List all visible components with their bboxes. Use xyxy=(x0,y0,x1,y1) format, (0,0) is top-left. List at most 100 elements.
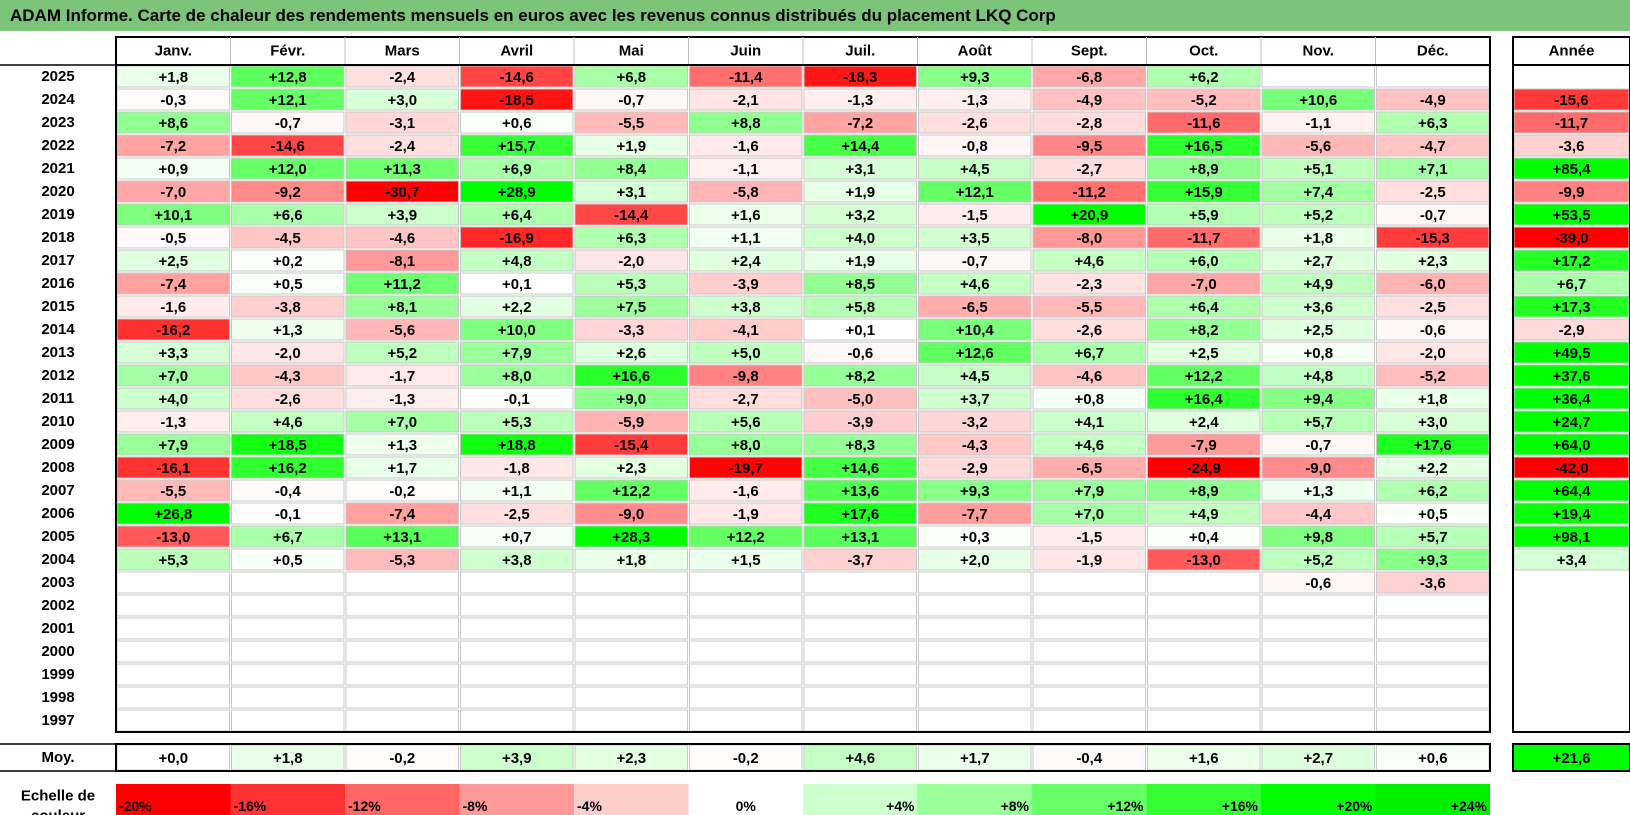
heatmap-cell xyxy=(460,663,574,686)
heatmap-cell xyxy=(803,318,917,341)
heatmap-cell xyxy=(574,456,688,479)
column-header: Mai xyxy=(619,43,644,60)
heatmap-cell xyxy=(1032,686,1146,709)
cell-value-label: +8,9 xyxy=(1189,483,1219,500)
cell-value-label: +1,8 xyxy=(1418,391,1448,408)
average-value-label: -0,2 xyxy=(389,750,415,767)
cell-value-label: +9,4 xyxy=(1303,391,1333,408)
cell-value-label: +9,3 xyxy=(1418,552,1448,569)
cell-value-label: -3,2 xyxy=(962,414,988,431)
cell-value-label: +4,6 xyxy=(960,276,990,293)
cell-value-label: -2,5 xyxy=(1420,184,1446,201)
heatmap-cell xyxy=(1261,111,1375,134)
cell-value-label: +11,3 xyxy=(384,161,421,178)
cell-value-label: -5,0 xyxy=(847,391,873,408)
heatmap-cell xyxy=(574,249,688,272)
heatmap-cell xyxy=(345,433,459,456)
annual-value-label: +17,3 xyxy=(1553,299,1591,316)
heatmap-cell xyxy=(460,364,574,387)
cell-value-label: +7,0 xyxy=(158,368,188,385)
heatmap-cell xyxy=(1147,387,1261,410)
heatmap-cell xyxy=(918,249,1032,272)
cell-value-label: +5,2 xyxy=(1303,552,1333,569)
annual-value-label: +49,5 xyxy=(1553,345,1591,362)
cell-value-label: +0,5 xyxy=(273,276,303,293)
heatmap-cell xyxy=(1147,203,1261,226)
heatmap-cell xyxy=(345,134,459,157)
heatmap-cell xyxy=(1147,111,1261,134)
row-year-label: 2006 xyxy=(41,505,74,522)
cell-value-label: -1,3 xyxy=(160,414,186,431)
color-scale-swatch xyxy=(1032,784,1147,815)
heatmap-cell xyxy=(803,433,917,456)
cell-value-label: +1,6 xyxy=(731,207,761,224)
annual-cell xyxy=(1514,618,1629,639)
cell-value-label: -2,9 xyxy=(962,460,988,477)
cell-value-label: +1,1 xyxy=(731,230,761,247)
cell-value-label: -7,2 xyxy=(160,138,186,155)
heatmap-cell xyxy=(1032,410,1146,433)
cell-value-label: +5,8 xyxy=(845,299,875,316)
heatmap-cell xyxy=(1032,548,1146,571)
cell-value-label: +1,9 xyxy=(845,184,875,201)
row-year-label: 2021 xyxy=(41,160,74,177)
heatmap-cell xyxy=(345,479,459,502)
cell-value-label: +5,7 xyxy=(1303,414,1333,431)
heatmap-cell xyxy=(231,571,345,594)
cell-value-label: +8,8 xyxy=(731,115,761,132)
heatmap-cell xyxy=(1032,525,1146,548)
heatmap-cell xyxy=(231,249,345,272)
heatmap-cell xyxy=(1032,203,1146,226)
heatmap-cell xyxy=(231,272,345,295)
heatmap-cell xyxy=(345,318,459,341)
cell-value-label: +2,5 xyxy=(158,253,188,270)
heatmap-cell xyxy=(574,295,688,318)
cell-value-label: -8,1 xyxy=(389,253,415,270)
heatmap-cell xyxy=(574,617,688,640)
heatmap-cell xyxy=(345,640,459,663)
average-value-label: -0,2 xyxy=(733,750,759,767)
cell-value-label: -13,0 xyxy=(156,529,190,546)
heatmap-cell xyxy=(345,272,459,295)
cell-value-label: -1,3 xyxy=(962,92,988,109)
cell-value-label: -9,0 xyxy=(1305,460,1331,477)
cell-value-label: +1,3 xyxy=(1303,483,1333,500)
cell-value-label: -7,0 xyxy=(1191,276,1217,293)
heatmap-cell xyxy=(1261,318,1375,341)
heatmap-cell xyxy=(689,594,803,617)
cell-value-label: +7,1 xyxy=(1418,161,1448,178)
cell-value-label: -11,2 xyxy=(1073,184,1106,201)
cell-value-label: -9,5 xyxy=(1076,138,1102,155)
heatmap-cell xyxy=(231,203,345,226)
annual-value-label: +64,4 xyxy=(1553,483,1592,500)
annual-value-label: +85,4 xyxy=(1553,161,1592,178)
heatmap-cell xyxy=(918,525,1032,548)
cell-value-label: +4,5 xyxy=(960,368,990,385)
cell-value-label: +8,0 xyxy=(731,437,761,454)
color-scale-swatch xyxy=(688,784,803,815)
heatmap-cell xyxy=(918,571,1032,594)
cell-value-label: +3,8 xyxy=(731,299,761,316)
cell-value-label: -7,2 xyxy=(847,115,873,132)
heatmap-cell xyxy=(345,410,459,433)
average-value-label: +2,3 xyxy=(616,750,646,767)
cell-value-label: +6,7 xyxy=(273,529,303,546)
heatmap-cell xyxy=(689,318,803,341)
heatmap-cell xyxy=(345,226,459,249)
cell-value-label: -0,6 xyxy=(847,345,873,362)
cell-value-label: -4,7 xyxy=(1420,138,1446,155)
column-header: Sept. xyxy=(1071,43,1108,60)
heatmap-cell xyxy=(345,709,459,732)
cell-value-label: +12,1 xyxy=(269,92,307,109)
heatmap-cell xyxy=(803,203,917,226)
cell-value-label: -0,4 xyxy=(275,483,302,500)
average-annual-label: +21,6 xyxy=(1553,750,1591,767)
cell-value-label: -16,2 xyxy=(156,322,190,339)
cell-value-label: +4,1 xyxy=(1074,414,1104,431)
cell-value-label: +9,8 xyxy=(1303,529,1333,546)
heatmap-cell xyxy=(1147,571,1261,594)
average-cell xyxy=(345,744,459,771)
heatmap-cell xyxy=(689,640,803,663)
heatmap-cell xyxy=(574,203,688,226)
cell-value-label: -9,0 xyxy=(618,506,644,523)
